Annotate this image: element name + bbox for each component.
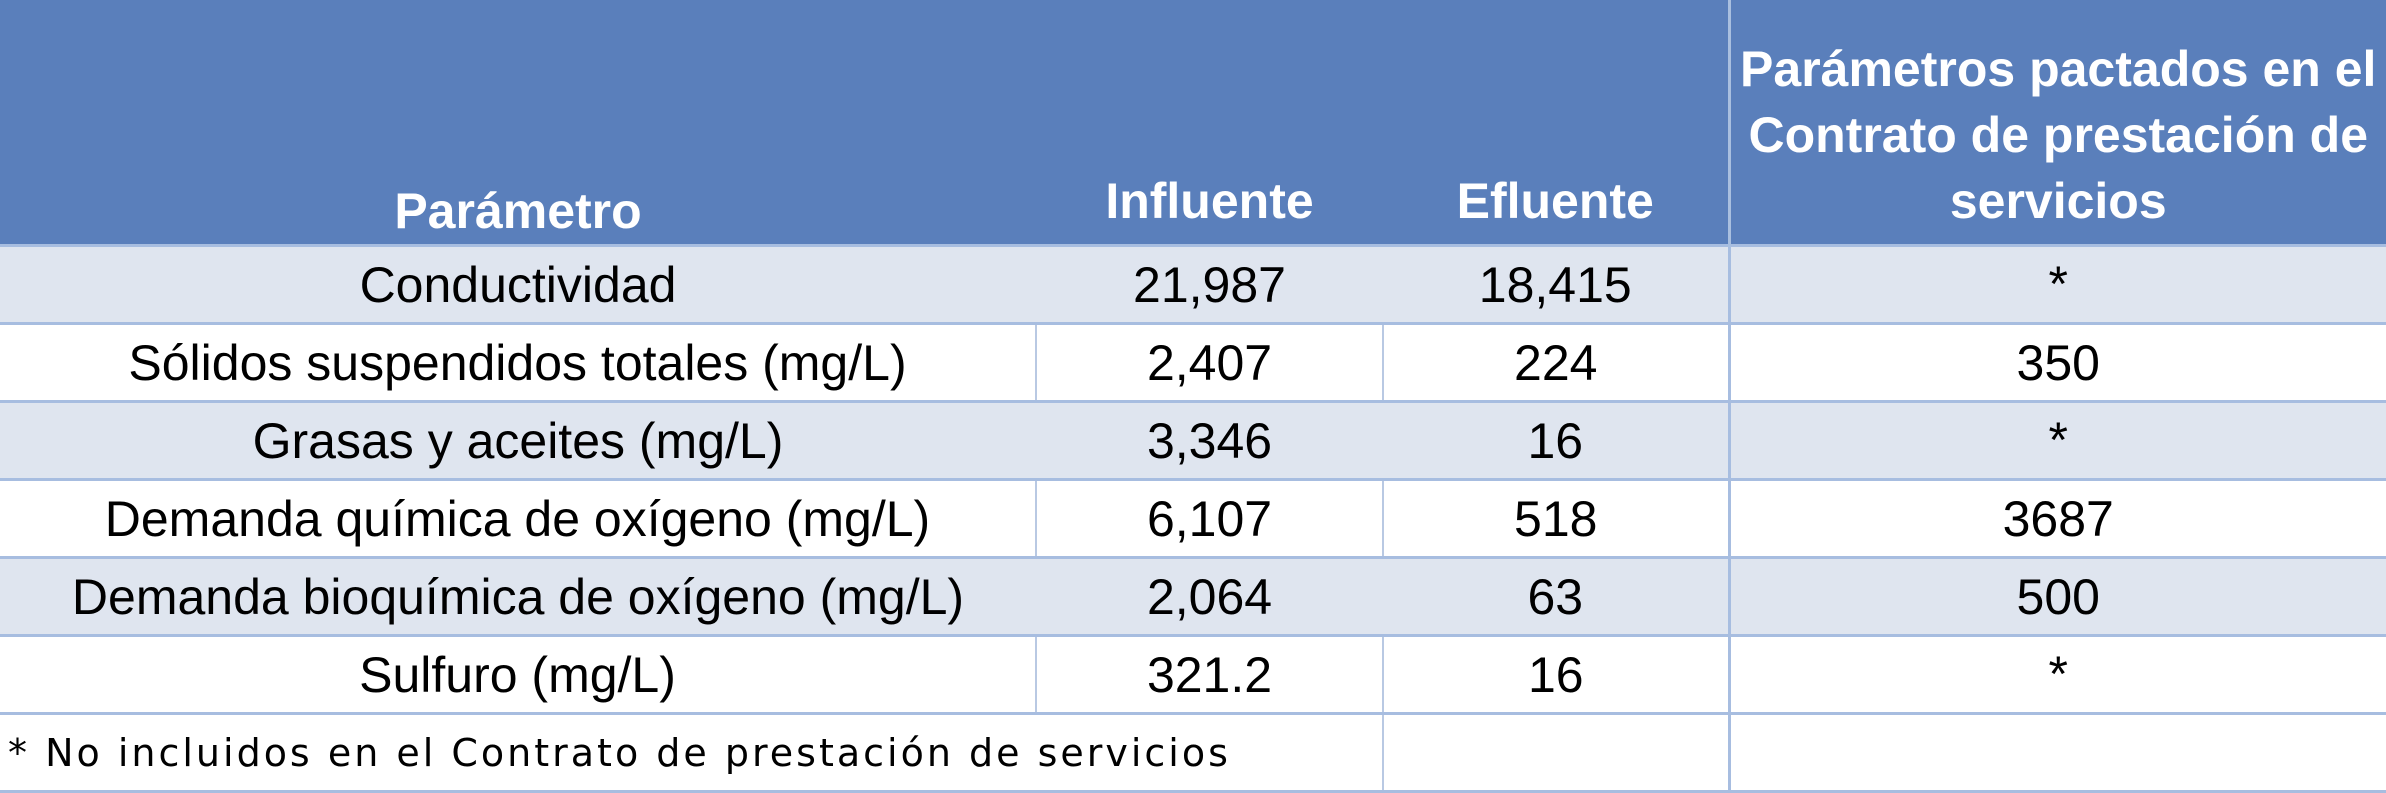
- cell-pactado: *: [1727, 634, 2386, 714]
- header-efluente: Efluente: [1383, 0, 1729, 246]
- footnote-row: * No incluidos en el Contrato de prestac…: [0, 712, 2386, 793]
- cell-influente: 6,107: [1035, 478, 1383, 558]
- cell-efluente: 518: [1382, 478, 1729, 558]
- cell-parametro: Demanda química de oxígeno (mg/L): [0, 478, 1036, 558]
- cell-efluente: 224: [1382, 322, 1729, 402]
- table-row: Conductividad 21,987 18,415 *: [0, 244, 2386, 324]
- table-row: Sulfuro (mg/L) 321.2 16 *: [0, 634, 2386, 714]
- table-row: Grasas y aceites (mg/L) 3,346 16 *: [0, 400, 2386, 480]
- footnote: * No incluidos en el Contrato de prestac…: [0, 712, 1383, 793]
- header-row: Parámetro Influente Efluente Parámetros …: [0, 0, 2386, 246]
- cell-parametro: Demanda bioquímica de oxígeno (mg/L): [0, 556, 1036, 636]
- cell-pactado: 350: [1727, 322, 2386, 402]
- table-row: Demanda química de oxígeno (mg/L) 6,107 …: [0, 478, 2386, 558]
- cell-parametro: Sólidos suspendidos totales (mg/L): [0, 322, 1036, 402]
- cell-pactado: *: [1727, 400, 2386, 480]
- table-body: Conductividad 21,987 18,415 * Sólidos su…: [0, 244, 2386, 793]
- cell-influente: 321.2: [1035, 634, 1383, 714]
- cell-parametro: Sulfuro (mg/L): [0, 634, 1036, 714]
- table-row: Sólidos suspendidos totales (mg/L) 2,407…: [0, 322, 2386, 402]
- cell-parametro: Grasas y aceites (mg/L): [0, 400, 1036, 480]
- footnote-empty-cell: [1382, 712, 1729, 793]
- cell-pactado: 500: [1727, 556, 2386, 636]
- cell-parametro: Conductividad: [0, 244, 1036, 324]
- cell-influente: 2,064: [1036, 556, 1383, 636]
- cell-efluente: 16: [1382, 634, 1729, 714]
- table-header: Parámetro Influente Efluente Parámetros …: [0, 0, 2386, 246]
- cell-influente: 2,407: [1035, 322, 1383, 402]
- cell-influente: 21,987: [1036, 244, 1383, 324]
- cell-pactado: 3687: [1727, 478, 2386, 558]
- header-parametros-pactados: Parámetros pactados en el Contrato de pr…: [1727, 0, 2386, 246]
- cell-efluente: 18,415: [1383, 244, 1729, 324]
- cell-pactado: *: [1727, 244, 2386, 324]
- header-parametro: Parámetro: [0, 0, 1036, 246]
- cell-efluente: 63: [1383, 556, 1729, 636]
- cell-efluente: 16: [1383, 400, 1729, 480]
- cell-influente: 3,346: [1036, 400, 1383, 480]
- footnote-empty-cell: [1727, 712, 2386, 793]
- header-influente: Influente: [1036, 0, 1383, 246]
- table-row: Demanda bioquímica de oxígeno (mg/L) 2,0…: [0, 556, 2386, 636]
